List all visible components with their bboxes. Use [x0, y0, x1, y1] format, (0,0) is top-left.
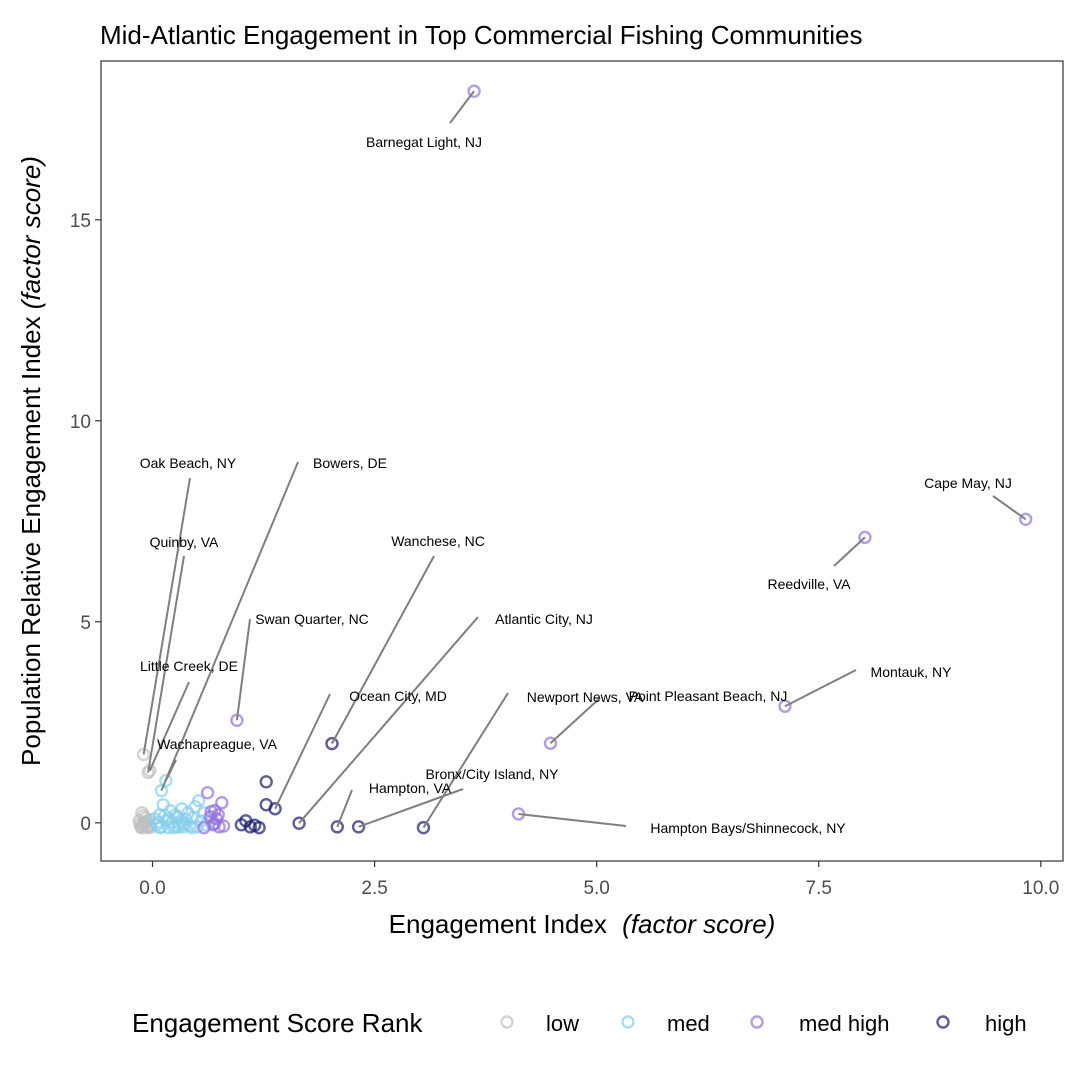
annotation-leader-line — [549, 697, 601, 744]
annotation-leader-line — [784, 669, 857, 708]
data-point — [184, 820, 199, 835]
legend-label: low — [546, 1011, 579, 1036]
data-point — [858, 530, 872, 545]
legend: Engagement Score Rank low med med high high — [132, 1008, 1027, 1038]
legend-item-low: low — [500, 1011, 579, 1036]
legend-label: high — [985, 1011, 1027, 1036]
annotation-label: Swan Quarter, NC — [255, 611, 369, 627]
legend-item-high: high — [936, 1011, 1027, 1036]
annotation-label: Wachapreague, VA — [157, 736, 278, 752]
y-tick-label: 0 — [80, 814, 91, 835]
annotation-leader-line — [148, 681, 190, 771]
legend-label: med high — [799, 1011, 890, 1036]
x-axis-title-main: Engagement Index — [389, 909, 607, 939]
data-point — [215, 796, 229, 810]
x-tick-label: 7.5 — [806, 878, 832, 899]
plot-area: Barnegat Light, NJ Cape May, NJ Reedville,… — [100, 60, 1064, 862]
data-point — [543, 736, 558, 750]
series-low — [132, 747, 158, 835]
annotation-label: Point Pleasant Beach, NJ — [629, 688, 788, 704]
annotation-leader-line — [518, 812, 627, 827]
series-med-high — [197, 84, 1033, 835]
annotation-label: Barnegat Light, NJ — [366, 134, 482, 150]
x-tick-label: 0.0 — [139, 878, 165, 899]
annotation-label: Quinby, VA — [150, 534, 219, 550]
annotation-label: Bowers, DE — [313, 455, 387, 471]
x-tick-label: 2.5 — [361, 878, 387, 899]
annotation-label: Ocean City, MD — [349, 688, 447, 704]
annotation-leader-line — [422, 692, 509, 829]
data-point — [416, 820, 431, 835]
data-point — [177, 817, 192, 832]
legend-title: Engagement Score Rank — [132, 1008, 424, 1038]
plot-panel — [100, 60, 1064, 862]
y-tick-label: 5 — [80, 613, 91, 634]
annotation-label: Wanchese, NC — [391, 533, 485, 549]
legend-label: med — [667, 1011, 710, 1036]
y-axis-title-italic: (factor score) — [16, 156, 46, 309]
series-high — [234, 736, 431, 835]
data-point — [330, 820, 344, 834]
legend-key-symbol — [750, 1015, 764, 1029]
annotation-label: Newport News, VA — [527, 689, 644, 705]
data-point — [216, 819, 231, 833]
annotation-leader-line — [833, 536, 866, 567]
y-tick-label: 10 — [70, 412, 91, 433]
data-point — [268, 802, 282, 816]
data-point — [152, 820, 167, 835]
annotation-leader-line — [331, 555, 435, 745]
annotation-label: Bronx/City Island, NY — [425, 766, 559, 782]
data-point — [292, 816, 306, 830]
data-point — [778, 699, 792, 713]
annotation-leader-line — [336, 789, 353, 828]
annotation-label: Montauk, NY — [871, 664, 953, 680]
annotation-leader-line — [298, 616, 479, 824]
legend-key-symbol — [936, 1015, 950, 1029]
annotation-label: Cape May, NJ — [924, 475, 1012, 491]
legend-item-med: med — [621, 1011, 710, 1036]
data-point — [1018, 512, 1033, 526]
legend-item-med-high: med high — [750, 1011, 890, 1036]
y-axis-title: Population Relative Engagement Index (fa… — [16, 156, 46, 766]
annotation-label: Atlantic City, NJ — [495, 611, 593, 627]
data-point — [159, 773, 173, 788]
annotations: Barnegat Light, NJ Cape May, NJ Reedville,… — [140, 90, 1027, 836]
data-point — [171, 820, 185, 834]
series-med — [147, 773, 213, 835]
data-point — [151, 815, 165, 829]
data-point — [168, 808, 183, 822]
annotation-leader-line — [235, 618, 251, 721]
data-point — [207, 816, 222, 831]
x-axis-title-italic: (factor score) — [622, 909, 775, 939]
x-tick-label: 5.0 — [583, 878, 609, 899]
data-point — [325, 736, 339, 751]
x-tick-label: 10.0 — [1022, 878, 1059, 899]
y-axis-title-main: Population Relative Engagement Index — [16, 316, 46, 766]
annotation-leader-line — [358, 788, 464, 828]
annotation-leader-line — [274, 693, 331, 810]
data-point — [467, 84, 481, 98]
annotation-label: Oak Beach, NY — [140, 455, 237, 471]
annotation-leader-line — [992, 495, 1027, 521]
data-point — [200, 785, 215, 800]
chart-title: Mid-Atlantic Engagement in Top Commercia… — [100, 20, 863, 50]
legend-key-symbol — [621, 1015, 635, 1029]
annotation-leader-line — [142, 477, 191, 755]
data-point — [259, 775, 273, 789]
data-point — [204, 804, 218, 819]
data-point — [351, 820, 366, 834]
annotation-leader-line — [449, 90, 475, 124]
annotation-leader-line — [147, 555, 185, 773]
annotation-leader-line — [160, 461, 299, 792]
annotation-label: Hampton Bays/Shinnecock, NY — [650, 820, 846, 836]
data-point — [192, 793, 206, 808]
data-point — [252, 820, 266, 835]
annotation-label: Reedville, VA — [767, 576, 851, 592]
x-axis-title: Engagement Index (factor score) — [389, 909, 776, 939]
y-tick-label: 15 — [70, 211, 91, 232]
annotation-label: Little Creek, DE — [140, 658, 238, 674]
annotation-label: Hampton, VA — [369, 780, 452, 796]
legend-key-symbol — [500, 1015, 514, 1029]
